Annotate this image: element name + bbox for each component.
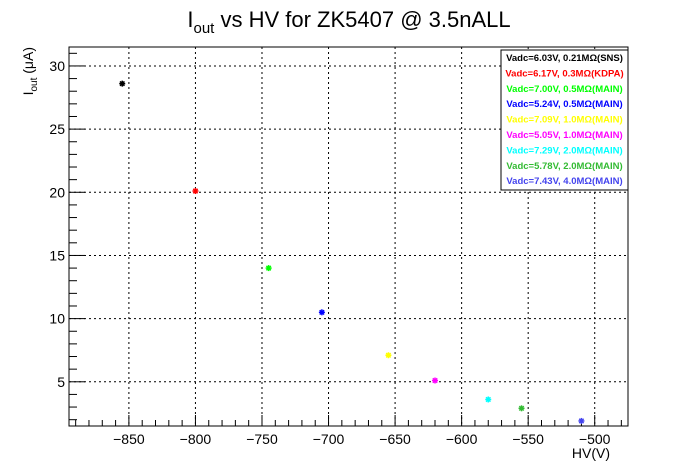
chart-title: Iout vs HV for ZK5407 @ 3.5nALL bbox=[187, 7, 510, 37]
data-point bbox=[518, 405, 525, 412]
legend-entry: Vadc=7.09V, 1.0MΩ(MAIN) bbox=[506, 115, 622, 126]
x-tick-label: −800 bbox=[180, 431, 212, 447]
legend: Vadc=6.03V, 0.21MΩ(SNS) Vadc=6.17V, 0.3MΩ… bbox=[500, 49, 629, 191]
axes: −850 −800 −750 −700 −650 −600 −550 −500 5 10 15 20 2… bbox=[49, 52, 622, 447]
data-point bbox=[318, 309, 325, 316]
data-point bbox=[119, 80, 126, 87]
x-axis-title: HV(V) bbox=[572, 445, 610, 461]
legend-entry: Vadc=7.43V, 4.0MΩ(MAIN) bbox=[506, 176, 622, 187]
legend-entry: Vadc=5.78V, 2.0MΩ(MAIN) bbox=[506, 161, 622, 172]
plot-frame bbox=[68, 46, 629, 427]
x-tick-label: −550 bbox=[512, 431, 544, 447]
legend-entry: Vadc=7.00V, 0.5MΩ(MAIN) bbox=[506, 84, 622, 95]
y-axis-title: Iout (μA) bbox=[20, 47, 40, 95]
x-tick-label: −600 bbox=[446, 431, 478, 447]
x-tick-label: −750 bbox=[246, 431, 278, 447]
y-tick-label: 5 bbox=[57, 374, 65, 390]
data-point bbox=[485, 396, 492, 403]
x-tick-label: −500 bbox=[579, 431, 611, 447]
x-tick-label: −650 bbox=[379, 431, 411, 447]
data-point bbox=[432, 377, 439, 384]
data-point bbox=[192, 188, 199, 195]
data-point bbox=[385, 352, 392, 359]
legend-box bbox=[500, 49, 629, 191]
x-tick-label: −700 bbox=[313, 431, 345, 447]
y-tick-label: 20 bbox=[49, 184, 65, 200]
x-tick-label: −850 bbox=[113, 431, 145, 447]
y-tick-label: 10 bbox=[49, 311, 65, 327]
legend-entry: Vadc=5.05V, 1.0MΩ(MAIN) bbox=[506, 130, 622, 141]
legend-entry: Vadc=6.17V, 0.3MΩ(KDPA) bbox=[505, 68, 623, 79]
legend-entry: Vadc=5.24V, 0.5MΩ(MAIN) bbox=[506, 99, 622, 110]
y-tick-label: 25 bbox=[49, 121, 65, 137]
data-points bbox=[119, 80, 585, 424]
y-tick-label: 15 bbox=[49, 247, 65, 263]
data-point bbox=[265, 265, 272, 272]
legend-entry: Vadc=6.03V, 0.21MΩ(SNS) bbox=[506, 53, 623, 64]
legend-entry: Vadc=7.29V, 2.0MΩ(MAIN) bbox=[506, 145, 622, 156]
y-tick-label: 30 bbox=[49, 58, 65, 74]
data-point bbox=[578, 417, 585, 424]
